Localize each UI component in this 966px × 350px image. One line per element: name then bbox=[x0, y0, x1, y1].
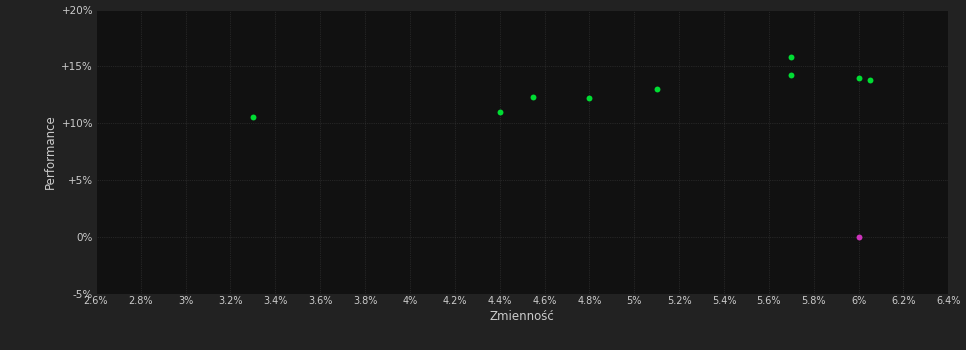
X-axis label: Zmienność: Zmienność bbox=[490, 310, 554, 323]
Point bbox=[492, 109, 507, 114]
Point bbox=[851, 75, 867, 80]
Point bbox=[851, 234, 867, 239]
Point bbox=[783, 55, 799, 60]
Point bbox=[649, 86, 665, 92]
Point bbox=[582, 95, 597, 101]
Point bbox=[526, 94, 541, 100]
Point bbox=[862, 77, 877, 83]
Point bbox=[783, 73, 799, 78]
Point bbox=[245, 115, 261, 120]
Y-axis label: Performance: Performance bbox=[44, 114, 57, 189]
